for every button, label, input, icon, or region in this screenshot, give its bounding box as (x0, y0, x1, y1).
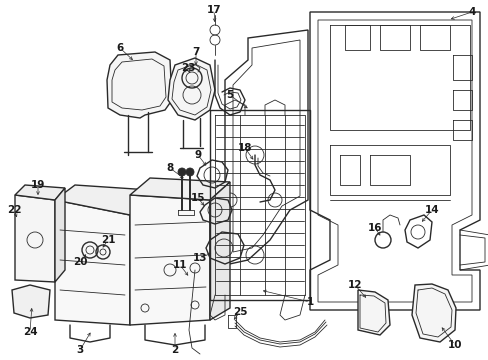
Polygon shape (55, 188, 65, 282)
Text: 19: 19 (31, 180, 45, 190)
Polygon shape (15, 195, 55, 282)
Polygon shape (130, 178, 229, 200)
Text: 1: 1 (306, 297, 313, 307)
Text: 21: 21 (101, 235, 115, 245)
Text: 10: 10 (447, 340, 461, 350)
Polygon shape (55, 185, 150, 215)
Polygon shape (107, 52, 172, 118)
Text: 6: 6 (116, 43, 123, 53)
Polygon shape (209, 182, 229, 320)
Polygon shape (357, 290, 389, 335)
Text: 8: 8 (166, 163, 173, 173)
Text: 5: 5 (226, 90, 233, 100)
Text: 15: 15 (190, 193, 205, 203)
Polygon shape (55, 200, 130, 325)
Polygon shape (411, 284, 455, 342)
Text: 13: 13 (192, 253, 207, 263)
Text: 2: 2 (171, 345, 178, 355)
Circle shape (178, 168, 185, 176)
Polygon shape (130, 195, 209, 325)
Polygon shape (12, 285, 50, 318)
Polygon shape (168, 58, 215, 120)
Text: 24: 24 (22, 327, 37, 337)
Text: 22: 22 (7, 205, 21, 215)
Text: 7: 7 (192, 47, 199, 57)
Text: 3: 3 (76, 345, 83, 355)
Polygon shape (15, 185, 65, 200)
Circle shape (185, 168, 194, 176)
Text: 20: 20 (73, 257, 87, 267)
Text: 17: 17 (206, 5, 221, 15)
Text: 11: 11 (172, 260, 187, 270)
Text: 14: 14 (424, 205, 438, 215)
Text: 25: 25 (232, 307, 247, 317)
Text: 23: 23 (181, 63, 195, 73)
Polygon shape (130, 190, 150, 325)
Text: 9: 9 (194, 150, 201, 160)
Text: 18: 18 (237, 143, 252, 153)
Text: 12: 12 (347, 280, 362, 290)
Text: 4: 4 (468, 7, 475, 17)
Text: 16: 16 (367, 223, 382, 233)
